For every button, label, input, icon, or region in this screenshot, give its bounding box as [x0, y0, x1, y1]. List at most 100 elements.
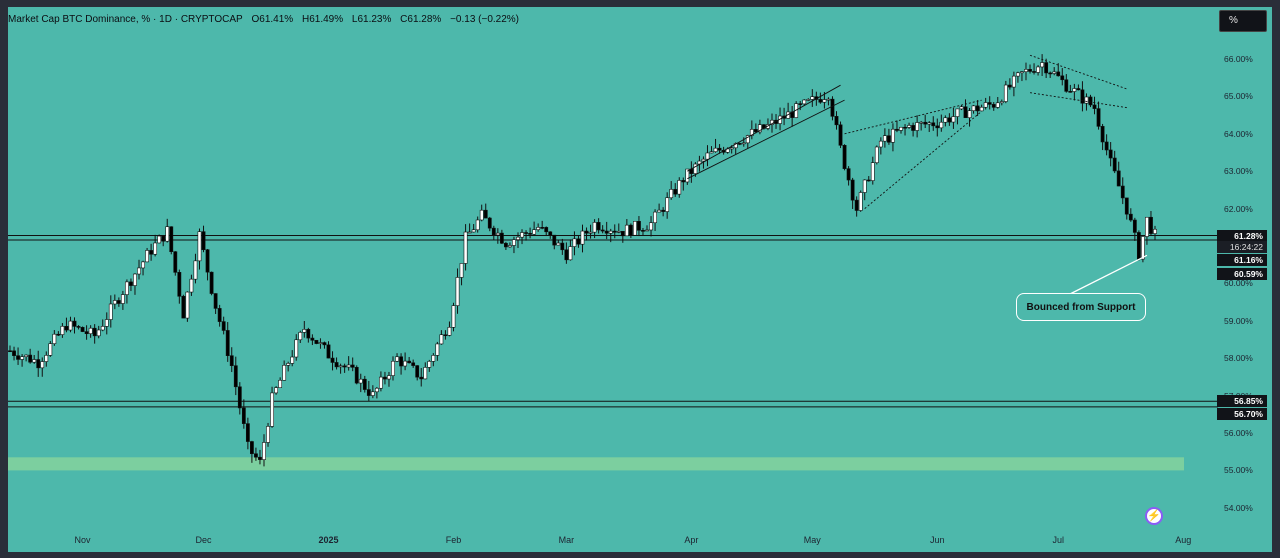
candle-body [1040, 62, 1045, 68]
candle-body [806, 99, 811, 101]
candle-body [137, 267, 141, 275]
candle-body [495, 232, 500, 236]
y-tick-label: 56.00% [1224, 428, 1253, 438]
x-tick-label: Feb [445, 535, 462, 545]
y-tick-label: 59.00% [1224, 315, 1253, 326]
candle-body [16, 355, 20, 360]
candle-body [979, 106, 984, 112]
candle-body [874, 146, 879, 163]
candle-body [624, 224, 629, 237]
candle-body [1096, 108, 1101, 127]
candle-body [205, 249, 210, 273]
candle-body [709, 151, 714, 154]
candle-body [503, 242, 508, 248]
candlestick-plot[interactable] [8, 7, 1272, 552]
candle-body [241, 407, 246, 424]
candle-body [491, 227, 496, 236]
candle-body [201, 231, 206, 251]
candle-body [1136, 232, 1141, 260]
open-value: O61.41% [251, 14, 294, 25]
candle-body [641, 230, 645, 232]
chart-area[interactable] [8, 7, 1272, 552]
candle-body [165, 226, 170, 242]
candle-body [298, 332, 303, 341]
candle-body [604, 230, 609, 234]
candle-body [342, 365, 347, 368]
candle-body [612, 230, 617, 233]
last-price-badge: 61.28% [1217, 230, 1267, 242]
y-tick-label: 55.00% [1224, 465, 1253, 476]
candle-body [830, 98, 835, 117]
candle-body [834, 116, 839, 126]
y-tick-label: 54.00% [1224, 502, 1253, 513]
candle-body [1124, 197, 1129, 215]
candle-body [560, 242, 565, 251]
candle-body [60, 326, 65, 335]
candle-body [1092, 104, 1097, 109]
low-marker-badge: 60.59% [1217, 268, 1267, 280]
x-tick-label: Jul [1052, 535, 1064, 545]
candle-body [12, 350, 16, 356]
candle-body [125, 281, 129, 295]
candle-body [161, 235, 166, 242]
x-tick-label: Aug [1175, 535, 1192, 545]
candle-body [314, 339, 319, 344]
candle-body [866, 179, 871, 182]
candle-body [96, 329, 101, 337]
candle-body [213, 293, 218, 309]
candle-body [810, 96, 815, 100]
candle-body [346, 364, 351, 368]
candle-body [717, 147, 722, 151]
candle-body [653, 211, 657, 224]
candle-body [145, 250, 149, 263]
candle-body [705, 152, 710, 160]
support-callout[interactable]: Bounced from Support [1016, 293, 1146, 321]
candle-body [838, 124, 843, 146]
candle-body [673, 189, 678, 195]
candle-body [1084, 96, 1089, 104]
candle-body [1112, 157, 1117, 172]
candle-body [120, 294, 125, 304]
candle-body [68, 320, 73, 331]
candle-body [572, 238, 577, 247]
candle-body [225, 330, 230, 356]
x-tick-label: 2025 [318, 535, 339, 545]
candle-body [915, 122, 920, 131]
candle-body [439, 334, 444, 345]
candle-body [818, 99, 823, 103]
y-tick-label: 65.00% [1224, 91, 1253, 102]
candle-body [1132, 219, 1137, 233]
candle-body [84, 331, 89, 335]
candle-body [399, 356, 403, 367]
x-tick-label: Jun [930, 535, 945, 545]
candle-body [741, 142, 746, 145]
candle-body [237, 386, 242, 409]
candle-body [588, 231, 593, 234]
percent-scale-button[interactable]: % [1219, 10, 1267, 32]
trendline-4 [1029, 54, 1127, 90]
candle-body [24, 354, 29, 357]
candle-body [1052, 71, 1057, 74]
candle-body [798, 103, 803, 105]
candle-body [112, 300, 117, 305]
symbol-name[interactable]: Market Cap BTC Dominance, % · 1D · CRYPT… [8, 14, 243, 25]
candle-body [854, 199, 859, 211]
candle-body [677, 180, 682, 195]
candle-body [217, 308, 222, 322]
candle-body [951, 116, 956, 123]
candle-body [1056, 71, 1061, 77]
high-value: H61.49% [301, 14, 344, 25]
candle-body [592, 222, 597, 233]
candle-body [919, 121, 924, 124]
lightning-icon[interactable]: ⚡ [1145, 507, 1163, 525]
candle-body [157, 235, 162, 244]
candle-body [532, 229, 537, 235]
candle-body [963, 106, 968, 119]
level-mid-badge: 56.85% [1217, 395, 1267, 407]
candle-body [467, 231, 472, 234]
candle-body [1128, 213, 1133, 221]
candle-body [28, 354, 33, 363]
trendline-2 [844, 99, 982, 135]
trendline-5 [1029, 92, 1127, 109]
candle-body [923, 121, 928, 125]
